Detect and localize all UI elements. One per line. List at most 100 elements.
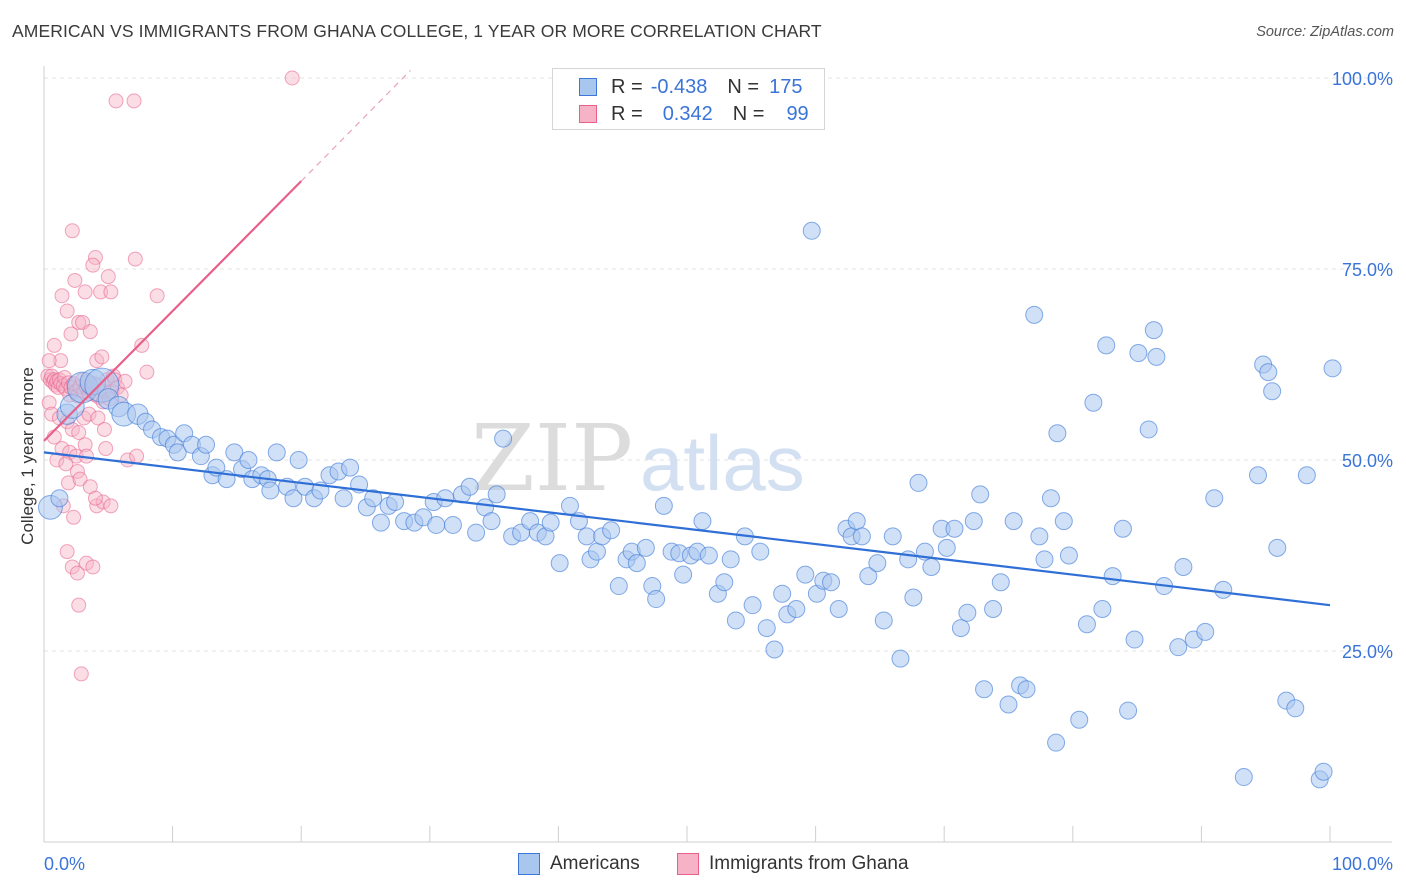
data-point-ghana <box>72 471 88 487</box>
data-point-americans <box>891 649 910 668</box>
x-tick-label: 0.0% <box>44 854 85 874</box>
data-point-ghana <box>85 559 101 575</box>
data-point-americans <box>715 573 734 592</box>
data-point-americans <box>636 538 655 557</box>
chart-title: AMERICAN VS IMMIGRANTS FROM GHANA COLLEG… <box>12 21 822 41</box>
data-point-americans <box>796 565 815 584</box>
data-point-americans <box>975 680 994 699</box>
data-point-americans <box>443 515 462 534</box>
legend-n-label: N = <box>727 75 760 98</box>
data-point-americans <box>587 542 606 561</box>
data-point-americans <box>909 473 928 492</box>
data-point-americans <box>1129 344 1148 363</box>
y-axis-label: College, 1 year or more <box>18 367 37 545</box>
data-point-ghana <box>96 421 112 437</box>
data-point-ghana <box>59 544 75 560</box>
data-point-ghana <box>139 364 155 380</box>
correlation-legend: R = -0.438 N = 175 R = 0.342 N = 99 <box>552 68 825 130</box>
bottom-swatch-ghana <box>677 853 699 875</box>
data-point-americans <box>958 603 977 622</box>
data-point-americans <box>239 451 258 469</box>
data-point-americans <box>829 599 848 618</box>
data-point-americans <box>197 435 216 454</box>
trendline-ghana <box>43 180 302 442</box>
data-point-americans <box>1041 489 1060 508</box>
data-point-ghana <box>108 93 124 109</box>
data-point-ghana <box>41 395 57 411</box>
data-point-ghana <box>94 349 110 365</box>
data-point-americans <box>1214 580 1233 599</box>
y-tick-label: 25.0% <box>1342 642 1393 662</box>
data-point-ghana <box>59 303 75 319</box>
data-point-americans <box>1205 489 1224 508</box>
legend-r-label: R = <box>611 102 643 125</box>
data-point-ghana <box>71 314 87 330</box>
data-point-ghana <box>103 284 119 300</box>
data-point-americans <box>1030 527 1049 546</box>
data-point-americans <box>427 515 446 534</box>
data-point-americans <box>1004 512 1023 531</box>
data-point-americans <box>757 619 776 638</box>
data-point-ghana <box>129 448 145 464</box>
data-point-ghana <box>64 559 80 575</box>
data-point-americans <box>261 481 280 500</box>
data-point-americans <box>1263 382 1282 401</box>
bottom-legend-americans: Americans <box>518 851 640 877</box>
data-point-americans <box>802 221 821 240</box>
data-point-americans <box>904 588 923 607</box>
data-point-americans <box>868 554 887 573</box>
data-point-americans <box>654 496 673 515</box>
legend-row-ghana: R = 0.342 N = 99 <box>579 102 809 126</box>
data-point-americans <box>773 584 792 603</box>
legend-r-value: -0.438 <box>650 75 708 98</box>
data-point-americans <box>627 554 646 573</box>
bottom-legend-ghana-label: Immigrants from Ghana <box>709 853 909 874</box>
data-point-americans <box>1084 393 1103 412</box>
x-tick-label: 100.0% <box>1332 854 1393 874</box>
data-point-americans <box>436 489 455 508</box>
data-point-ghana <box>85 257 101 273</box>
data-point-americans <box>693 512 712 531</box>
data-point-americans <box>1323 359 1342 378</box>
data-point-ghana <box>134 337 150 353</box>
data-point-ghana <box>71 597 87 613</box>
data-point-americans <box>945 519 964 538</box>
data-point-ghana <box>41 353 57 369</box>
data-point-ghana <box>98 441 114 457</box>
y-tick-label: 75.0% <box>1342 260 1393 280</box>
data-point-americans <box>1125 630 1144 649</box>
data-point-americans <box>743 596 762 615</box>
watermark-atlas: atlas <box>640 419 805 507</box>
data-point-americans <box>999 695 1018 714</box>
data-point-americans <box>460 477 479 496</box>
data-point-americans <box>1070 710 1089 729</box>
data-point-ghana <box>77 284 93 300</box>
data-point-americans <box>482 512 501 531</box>
data-point-ghana <box>82 324 98 340</box>
data-point-americans <box>1017 680 1036 699</box>
data-point-ghana <box>89 353 105 369</box>
data-point-americans <box>964 512 983 531</box>
data-point-americans <box>859 567 878 586</box>
data-point-ghana <box>93 284 109 300</box>
source-label: Source: ZipAtlas.com <box>1256 24 1394 40</box>
data-point-americans <box>494 429 513 448</box>
data-point-americans <box>883 527 902 546</box>
data-point-americans <box>984 599 1003 618</box>
data-point-americans <box>1047 733 1066 752</box>
data-point-ghana <box>73 666 89 682</box>
data-point-americans <box>721 550 740 569</box>
tick-labels: 100.0% 75.0% 50.0% 25.0% 0.0% 100.0% <box>44 69 1393 874</box>
data-point-americans <box>937 538 956 557</box>
data-point-americans <box>1259 363 1278 382</box>
data-point-americans <box>371 513 390 532</box>
data-point-americans <box>726 611 745 630</box>
data-point-americans <box>609 577 628 596</box>
data-point-americans <box>1077 615 1096 634</box>
data-point-americans <box>1248 466 1267 485</box>
data-point-americans <box>765 640 784 659</box>
data-point-americans <box>267 443 286 462</box>
data-point-ghana <box>63 326 79 342</box>
legend-n-value: 99 <box>786 102 809 125</box>
